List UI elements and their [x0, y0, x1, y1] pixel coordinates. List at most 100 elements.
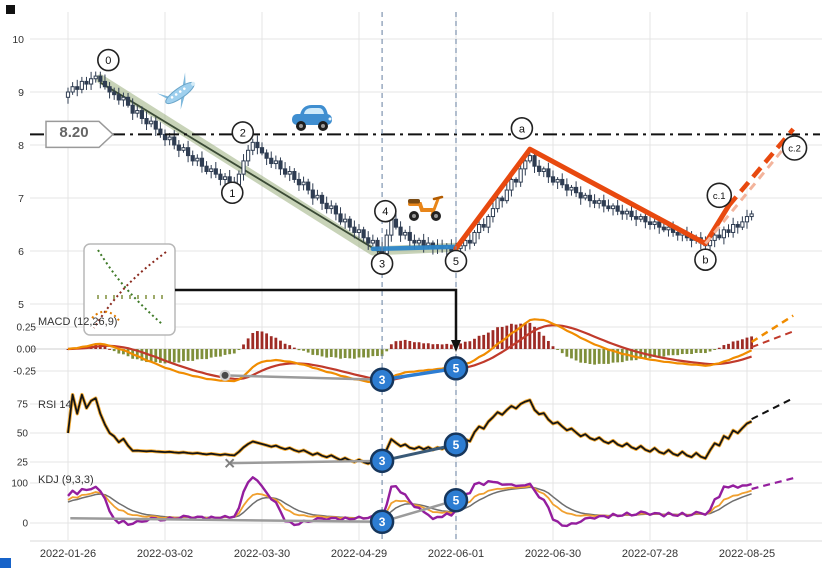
candle-body	[620, 210, 625, 215]
airplane-window	[183, 87, 186, 91]
macd-histogram-bar	[602, 349, 606, 364]
candle-body	[606, 205, 611, 210]
airplane-window	[178, 90, 182, 93]
date-tick-label: 2022-06-01	[428, 548, 484, 560]
candle-body	[486, 216, 491, 228]
candle-body	[634, 216, 639, 220]
macd-histogram-bar	[389, 344, 393, 349]
candle-body	[324, 202, 329, 210]
candle-body	[407, 231, 412, 241]
wave-label-0	[97, 48, 120, 72]
wave-label-1	[220, 181, 244, 205]
indicator-projection	[751, 397, 794, 420]
candle-body	[661, 226, 666, 231]
macd-histogram-bar	[251, 332, 255, 349]
macd-histogram-bar	[357, 349, 361, 358]
candle-body	[98, 75, 103, 82]
impulse-line	[453, 146, 731, 251]
candle-body	[523, 160, 528, 170]
macd-histogram-bar	[339, 349, 342, 359]
macd-histogram-bar	[145, 349, 148, 363]
macd-histogram-bar	[292, 347, 296, 349]
candle-body	[310, 189, 315, 199]
macd-histogram-bar	[191, 349, 195, 361]
macd-tick-label: 0.00	[17, 345, 37, 356]
wave-label-text: 5	[453, 256, 459, 268]
candle-body	[555, 178, 560, 183]
candle-body	[403, 231, 408, 236]
candle-body	[657, 221, 662, 228]
date-tick-label: 2022-04-29	[331, 548, 387, 560]
macd-histogram-bar	[597, 349, 601, 364]
candle-body	[587, 194, 593, 202]
macd-histogram-bar	[242, 344, 245, 349]
candle-body	[601, 200, 606, 207]
macd-histogram-bar	[486, 332, 490, 349]
macd-histogram-bar	[413, 342, 416, 349]
macd-histogram-bar	[667, 349, 670, 356]
macd-histogram-bar	[205, 349, 208, 360]
candle-body	[389, 218, 394, 236]
candle-body	[500, 197, 505, 202]
candle-body	[537, 165, 542, 172]
rsi-anchor-x	[224, 458, 235, 468]
macd-histogram-bar	[394, 341, 398, 349]
candle-body	[509, 178, 514, 191]
candle-body	[315, 194, 320, 199]
macd-histogram-bar	[431, 344, 435, 349]
macd-histogram-bar	[685, 349, 689, 354]
scooter-hub	[434, 214, 438, 218]
candle-body	[472, 231, 477, 244]
indicator-projection	[750, 314, 794, 344]
kdj-tick-label: 0	[22, 519, 28, 530]
candle-body	[116, 94, 121, 101]
candle-body	[615, 205, 620, 212]
marker-macd-3	[369, 367, 395, 393]
macd-histogram-bar	[403, 339, 407, 349]
candle-body	[222, 176, 228, 180]
candle-body	[721, 229, 726, 239]
candle-body	[416, 239, 422, 244]
macd-histogram-bar	[482, 334, 486, 349]
macd-histogram-bar	[186, 349, 190, 361]
candle-body	[629, 210, 634, 218]
macd-histogram-bar	[704, 349, 707, 354]
candle-body	[130, 104, 135, 114]
macd-histogram-bar	[445, 343, 449, 349]
wave-label-a	[510, 117, 534, 140]
marker-label: 3	[379, 515, 386, 529]
kdj-connector-line	[70, 516, 383, 524]
macd-histogram-bar	[727, 343, 730, 349]
macd-histogram-bar	[680, 349, 684, 355]
price-tick-label: 10	[12, 34, 24, 46]
candle-body	[592, 200, 597, 204]
macd-histogram-bar	[348, 349, 352, 359]
macd-histogram-bar	[422, 343, 426, 349]
macd-histogram-bar	[380, 349, 384, 357]
macd-histogram-bar	[260, 331, 264, 349]
wave-label-text: 1	[229, 188, 235, 200]
wave-label-text: c.2	[788, 144, 801, 155]
macd-histogram-bar	[168, 349, 172, 363]
macd-histogram-bar	[491, 330, 495, 349]
candle-body	[333, 205, 339, 215]
candle-body	[278, 160, 283, 170]
scooter-frame	[408, 202, 434, 212]
marker-rsi-3	[369, 448, 395, 474]
marker-label: 5	[453, 438, 460, 452]
macd-histogram-bar	[200, 349, 204, 360]
candle-body	[121, 96, 126, 101]
marker-macd-5	[443, 356, 469, 381]
macd-histogram-bar	[740, 339, 744, 349]
date-tick-label: 2022-03-30	[234, 548, 290, 560]
price-level-flag	[45, 120, 115, 149]
candle-body	[643, 216, 648, 223]
candle-body	[107, 86, 112, 93]
wave-label-text: c.1	[713, 191, 726, 202]
candle-body	[352, 226, 357, 233]
inset-green-curve	[97, 249, 163, 325]
candle-body	[560, 178, 565, 186]
macd-histogram-bar	[209, 349, 213, 358]
candle-body	[204, 165, 209, 172]
wave-label-c.1	[706, 182, 733, 209]
